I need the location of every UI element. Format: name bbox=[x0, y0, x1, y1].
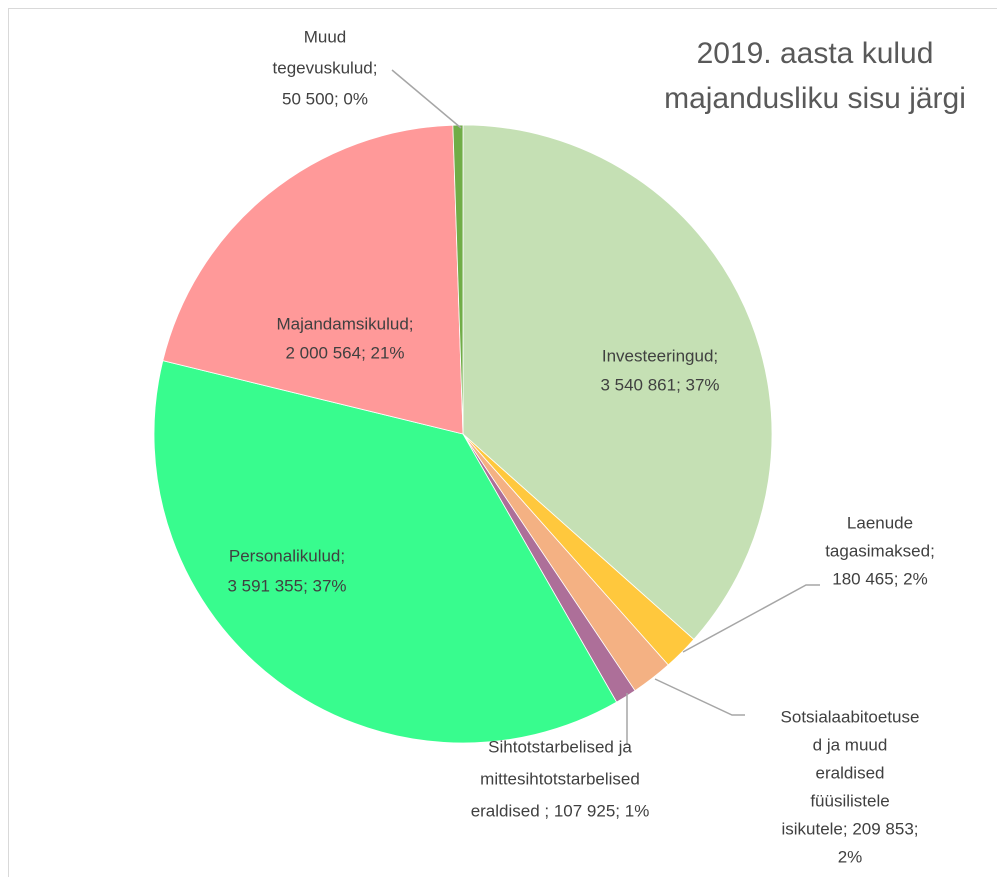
data-label: Sihtotstarbelised ja bbox=[488, 737, 632, 756]
data-label: 2 000 564; 21% bbox=[285, 343, 404, 362]
data-label: Personalikulud; bbox=[229, 546, 345, 565]
pie-slice bbox=[153, 360, 618, 744]
data-label: Investeeringud; bbox=[602, 346, 718, 365]
data-label: 2% bbox=[838, 847, 863, 866]
pie-slice bbox=[462, 124, 773, 640]
chart-title-line: majandusliku sisu järgi bbox=[664, 82, 966, 115]
leader-line bbox=[682, 584, 820, 653]
data-label: mittesihtotstarbelised bbox=[480, 769, 640, 788]
data-label: 180 465; 2% bbox=[832, 569, 927, 588]
data-label: tagasimaksed; bbox=[825, 541, 935, 560]
chart-title-line: 2019. aasta kulud bbox=[697, 37, 934, 70]
data-label: Majandamsikulud; bbox=[276, 314, 413, 333]
data-label: eraldised bbox=[816, 763, 885, 782]
data-labels: Investeeringud; 3 540 861; 37% Laenude taga… bbox=[227, 27, 934, 866]
data-label: 3 591 355; 37% bbox=[227, 576, 346, 595]
pie bbox=[153, 124, 773, 744]
pie-slice bbox=[162, 124, 464, 435]
data-label: tegevuskulud; bbox=[273, 58, 378, 77]
data-label: isikutele; 209 853; bbox=[781, 819, 918, 838]
data-label: d ja muud bbox=[813, 735, 888, 754]
leader-line bbox=[391, 69, 462, 129]
data-label: 50 500; 0% bbox=[282, 89, 368, 108]
leader-lines bbox=[391, 69, 820, 745]
data-label: Muud bbox=[304, 27, 347, 46]
data-label: eraldised ; 107 925; 1% bbox=[471, 801, 650, 820]
chart-title: 2019. aasta kulud majandusliku sisu järgi bbox=[664, 37, 966, 115]
data-label: Laenude bbox=[847, 513, 913, 532]
leader-line bbox=[654, 678, 745, 716]
data-label: füüsilistele bbox=[810, 791, 889, 810]
data-label: 3 540 861; 37% bbox=[600, 375, 719, 394]
data-label: Sotsialaabitoetuse bbox=[781, 707, 920, 726]
